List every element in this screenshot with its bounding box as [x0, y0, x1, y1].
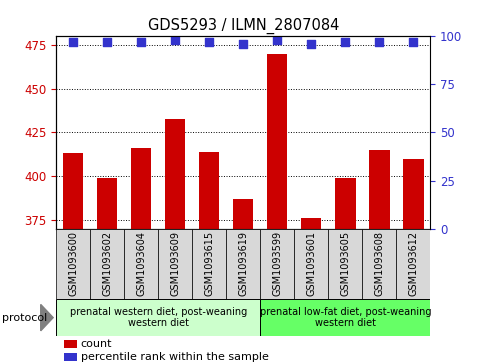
Point: [307, 41, 315, 47]
Bar: [233, 199, 253, 229]
Bar: [260, 229, 294, 299]
Point: [69, 39, 77, 45]
Bar: [124, 229, 158, 299]
Bar: [226, 229, 260, 299]
Bar: [294, 229, 327, 299]
Bar: [97, 178, 117, 229]
Text: GSM1093599: GSM1093599: [272, 231, 282, 296]
Text: prenatal low-fat diet, post-weaning
western diet: prenatal low-fat diet, post-weaning west…: [259, 307, 430, 329]
Point: [341, 39, 348, 45]
Point: [103, 39, 111, 45]
Bar: [63, 353, 77, 361]
Polygon shape: [41, 305, 53, 331]
Point: [273, 37, 281, 43]
Text: protocol: protocol: [2, 313, 48, 323]
Text: count: count: [81, 339, 112, 349]
Point: [137, 39, 145, 45]
Bar: [56, 229, 90, 299]
Text: GSM1093600: GSM1093600: [68, 231, 78, 296]
Text: GSM1093608: GSM1093608: [373, 231, 384, 296]
Text: GSM1093605: GSM1093605: [340, 231, 349, 296]
Bar: [63, 154, 83, 229]
Bar: [165, 118, 185, 229]
Text: GSM1093604: GSM1093604: [136, 231, 146, 296]
Bar: [362, 229, 395, 299]
Bar: [402, 159, 423, 229]
Bar: [131, 148, 151, 229]
Point: [239, 41, 246, 47]
Bar: [266, 54, 287, 229]
Bar: [368, 150, 389, 229]
Title: GDS5293 / ILMN_2807084: GDS5293 / ILMN_2807084: [147, 17, 338, 33]
Bar: [327, 229, 362, 299]
Text: GSM1093602: GSM1093602: [102, 231, 112, 296]
Text: GSM1093619: GSM1093619: [238, 231, 248, 296]
Bar: [395, 229, 429, 299]
Bar: [192, 229, 226, 299]
Bar: [301, 218, 321, 229]
Point: [408, 39, 416, 45]
Point: [205, 39, 213, 45]
Bar: [63, 340, 77, 348]
Text: prenatal western diet, post-weaning
western diet: prenatal western diet, post-weaning west…: [69, 307, 246, 329]
Text: GSM1093615: GSM1093615: [204, 231, 214, 296]
Text: percentile rank within the sample: percentile rank within the sample: [81, 352, 268, 362]
Bar: [158, 229, 192, 299]
Text: GSM1093612: GSM1093612: [407, 231, 417, 296]
Text: GSM1093601: GSM1093601: [305, 231, 316, 296]
Text: GSM1093609: GSM1093609: [170, 231, 180, 296]
Bar: [260, 299, 429, 336]
Point: [375, 39, 383, 45]
Bar: [90, 229, 124, 299]
Bar: [334, 178, 355, 229]
Bar: [199, 152, 219, 229]
Bar: [56, 299, 260, 336]
Point: [171, 37, 179, 43]
